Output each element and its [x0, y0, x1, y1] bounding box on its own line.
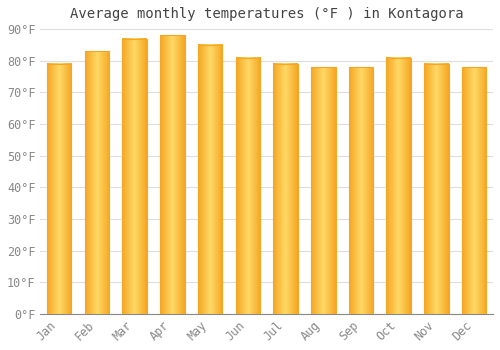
- Bar: [198, 45, 222, 314]
- Bar: [274, 64, 298, 314]
- Bar: [424, 64, 448, 314]
- Bar: [47, 64, 72, 314]
- Bar: [386, 57, 411, 314]
- Bar: [160, 35, 184, 314]
- Bar: [84, 51, 109, 314]
- Bar: [311, 67, 336, 314]
- Bar: [311, 67, 336, 314]
- Bar: [84, 51, 109, 314]
- Bar: [122, 38, 147, 314]
- Bar: [236, 57, 260, 314]
- Bar: [386, 57, 411, 314]
- Bar: [348, 67, 374, 314]
- Title: Average monthly temperatures (°F ) in Kontagora: Average monthly temperatures (°F ) in Ko…: [70, 7, 464, 21]
- Bar: [274, 64, 298, 314]
- Bar: [424, 64, 448, 314]
- Bar: [198, 45, 222, 314]
- Bar: [47, 64, 72, 314]
- Bar: [122, 38, 147, 314]
- Bar: [236, 57, 260, 314]
- Bar: [462, 67, 486, 314]
- Bar: [160, 35, 184, 314]
- Bar: [348, 67, 374, 314]
- Bar: [462, 67, 486, 314]
